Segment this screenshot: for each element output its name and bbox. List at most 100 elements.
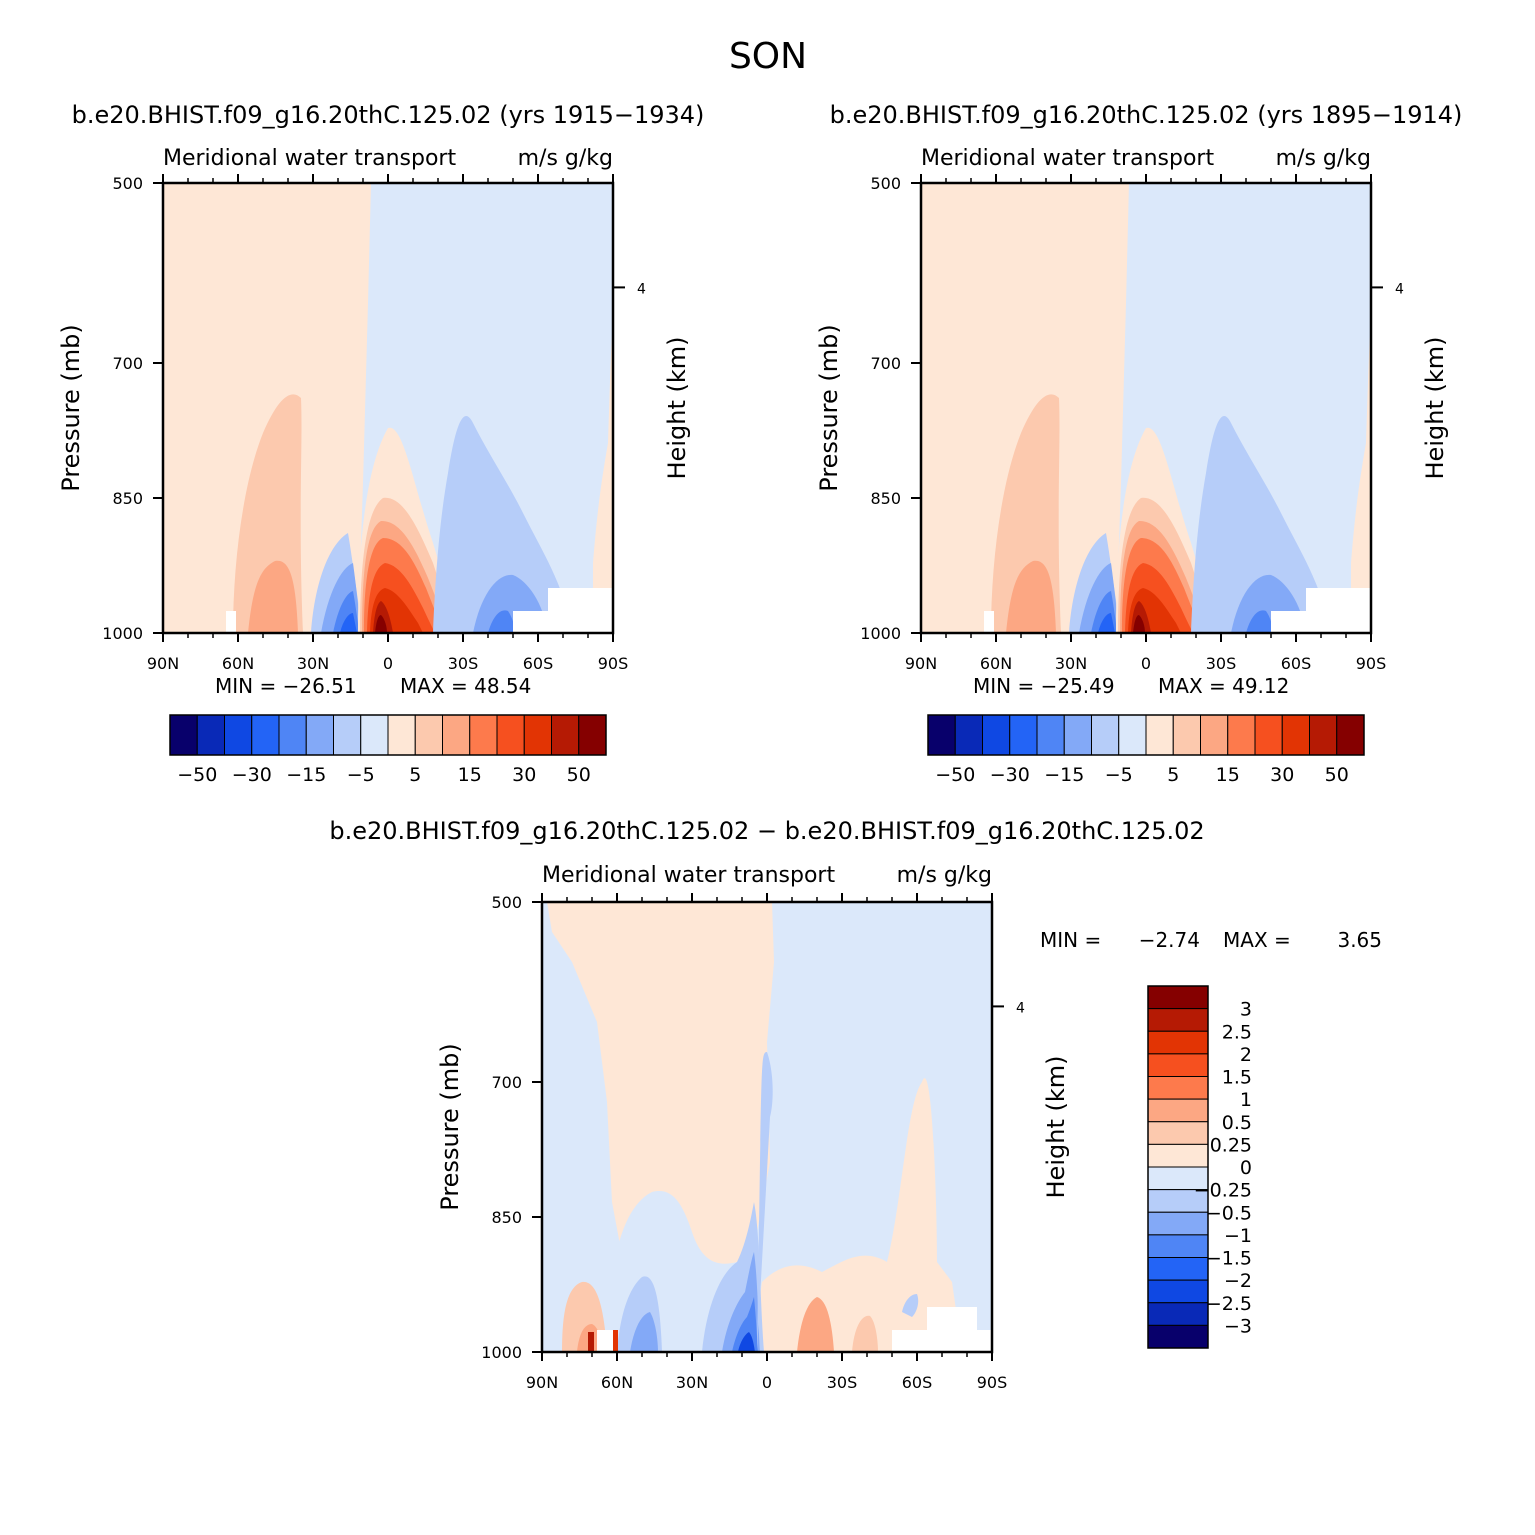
missing-topo-sh2 [927, 1307, 977, 1352]
contour-neg-sh-1 [433, 416, 573, 633]
y-right-tick-label: 4 [637, 281, 646, 297]
missing-topo-sh2 [548, 588, 613, 633]
panel-subtitle-left: Meridional water transport [163, 146, 456, 171]
plot-field [542, 902, 992, 1352]
colorbar-label: 2.5 [1222, 1021, 1252, 1043]
x-tick-label: 90S [1356, 654, 1387, 673]
colorbar-box [469, 714, 498, 756]
colorbar-box [954, 714, 983, 756]
colorbar-box [196, 714, 225, 756]
x-tick-label: 90S [977, 1373, 1008, 1392]
colorbar-box [1147, 1053, 1209, 1077]
colorbar-label: −50 [177, 764, 217, 786]
colorbar-box [982, 714, 1011, 756]
min-label: MIN = [1040, 928, 1101, 952]
plot-field [163, 183, 613, 633]
contour-neg-sh-3 [1246, 610, 1273, 633]
field-pos-sh-low-2 [852, 1315, 878, 1352]
contour-pos-nh-2 [1006, 560, 1056, 633]
colorbar-box [523, 714, 552, 756]
x-tick-label: 30S [448, 654, 479, 673]
colorbar-box [224, 714, 253, 756]
colorbar-box [333, 714, 362, 756]
y-axis-right-label: Height (km) [1042, 1056, 1070, 1199]
y-tick-label: 850 [112, 489, 143, 508]
x-tick-label: 0 [383, 654, 393, 673]
panel-title: b.e20.BHIST.f09_g16.20thC.125.02 (yrs 18… [830, 101, 1463, 129]
colorbar-box [442, 714, 471, 756]
contour-pos-sh-edge [1351, 323, 1371, 633]
panel-subtitle-right: m/s g/kg [897, 863, 992, 888]
colorbar-label: −50 [935, 764, 975, 786]
panel-title: b.e20.BHIST.f09_g16.20thC.125.02 − b.e20… [329, 817, 1204, 845]
colorbar-box [1172, 714, 1201, 756]
field-neg-sh-blob [757, 1052, 773, 1352]
x-tick-label: 30N [1055, 654, 1087, 673]
colorbar-label: −3 [1224, 1315, 1252, 1337]
field-pos-nh-max2 [612, 1330, 618, 1352]
y-tick-label: 700 [491, 1073, 522, 1092]
x-tick-label: 90N [526, 1373, 558, 1392]
x-tick-label: 60S [902, 1373, 933, 1392]
colorbar-box [1147, 1324, 1209, 1349]
x-tick-label: 60N [601, 1373, 633, 1392]
y-tick-label: 1000 [102, 624, 143, 643]
colorbar-box [1281, 714, 1310, 756]
colorbar-box [360, 714, 389, 756]
min-value: −2.74 [1139, 928, 1200, 952]
colorbar-box [1147, 1076, 1209, 1100]
colorbar-box [496, 714, 525, 756]
colorbar-box [1147, 1121, 1209, 1145]
colorbar-label: −5 [347, 764, 375, 786]
colorbar-frame [927, 714, 1365, 756]
colorbar-label: 50 [567, 764, 591, 786]
x-tick-label: 30N [297, 654, 329, 673]
x-tick-label: 30N [676, 1373, 708, 1392]
colorbar-box [278, 714, 307, 756]
panel-bottom: b.e20.BHIST.f09_g16.20thC.125.02 − b.e20… [329, 817, 1382, 1392]
colorbar-box [1147, 1279, 1209, 1304]
max-label: MAX = 48.54 [400, 674, 531, 698]
y-tick-label: 850 [491, 1208, 522, 1227]
colorbar-box [305, 714, 334, 756]
contour-neg-sh-1 [1191, 416, 1331, 633]
colorbar-label: −30 [990, 764, 1030, 786]
colorbar-box [1145, 714, 1174, 756]
field-neg-nh-2 [630, 1312, 658, 1352]
colorbar-label: 1 [1240, 1089, 1252, 1111]
x-tick-label: 60S [523, 654, 554, 673]
colorbar-box [414, 714, 443, 756]
y-right-tick-label: 4 [1395, 281, 1404, 297]
colorbar-label: 0 [1240, 1157, 1252, 1179]
colorbar-box [1147, 1030, 1209, 1055]
colorbar-label: 15 [458, 764, 482, 786]
x-tick-label: 60N [980, 654, 1012, 673]
y-tick-label: 500 [870, 174, 901, 193]
contour-pos-sh-edge [593, 323, 613, 633]
figure-title: SON [729, 36, 807, 77]
colorbar-label: −2 [1224, 1270, 1252, 1292]
colorbar-box [1009, 714, 1038, 756]
panel-subtitle-left: Meridional water transport [542, 863, 835, 888]
max-label: MAX = 49.12 [1158, 674, 1289, 698]
field-pos-sh-low-1 [797, 1297, 834, 1352]
colorbar-label: 0.5 [1222, 1112, 1252, 1134]
x-tick-label: 90N [147, 654, 179, 673]
panel-top-right: b.e20.BHIST.f09_g16.20thC.125.02 (yrs 18… [815, 101, 1462, 786]
x-tick-label: 60N [222, 654, 254, 673]
x-tick-label: 60S [1281, 654, 1312, 673]
colorbar-box [578, 714, 607, 756]
x-tick-label: 30S [827, 1373, 858, 1392]
panel-top-left: b.e20.BHIST.f09_g16.20thC.125.02 (yrs 19… [57, 101, 704, 786]
colorbar-label: 15 [1216, 764, 1240, 786]
y-tick-label: 500 [491, 893, 522, 912]
colorbar-frame [169, 714, 607, 756]
colorbar-box [1147, 1257, 1209, 1281]
colorbar-label: 1.5 [1222, 1067, 1252, 1089]
y-axis-right-label: Height (km) [663, 337, 691, 480]
y-tick-label: 700 [112, 354, 143, 373]
colorbar-label: −1 [1224, 1225, 1252, 1247]
y-axis-label: Pressure (mb) [815, 324, 843, 491]
field-neg-sh-low [902, 1294, 919, 1317]
